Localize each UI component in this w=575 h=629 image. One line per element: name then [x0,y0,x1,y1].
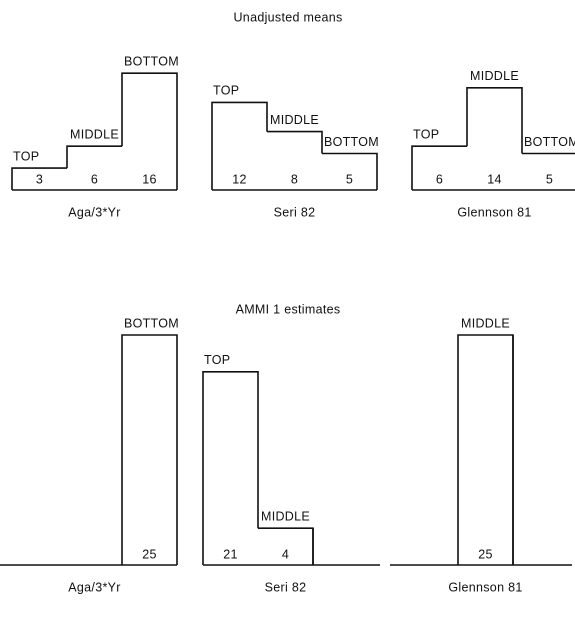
bar [466,87,523,154]
bar [121,334,178,565]
bar-value-label: 12 [232,172,247,186]
group-label: Glennson 81 [448,580,522,594]
bar-category-label: BOTTOM [124,316,179,330]
bar [522,152,575,155]
group-label: Aga/3*Yr [68,205,120,219]
bar-value-label: 16 [142,172,157,186]
bar-category-label: TOP [204,353,230,367]
bar [411,145,467,190]
bar-category-label: MIDDLE [70,127,119,141]
group-label: Seri 82 [274,205,316,219]
bar-value-label: 3 [36,172,43,186]
bar-value-label: 14 [487,172,502,186]
bar [202,371,259,565]
bar-category-label: TOP [213,84,239,98]
bar-category-label: TOP [13,149,39,163]
bar-category-label: BOTTOM [124,54,179,68]
bar-value-label: 6 [436,172,443,186]
bar-value-label: 25 [142,547,157,561]
bar [11,167,67,190]
group-label: Seri 82 [265,580,307,594]
group-label: Aga/3*Yr [68,580,120,594]
bar-category-label: TOP [413,127,439,141]
bar [457,334,514,565]
bar-category-label: BOTTOM [324,135,379,149]
bar [121,72,178,190]
bar-category-label: MIDDLE [461,316,510,330]
panel-title: AMMI 1 estimates [236,302,341,316]
bar [267,130,323,154]
bar-category-label: MIDDLE [470,69,519,83]
bar-value-label: 5 [346,172,353,186]
group-label: Glennson 81 [457,205,531,219]
bar [211,101,268,190]
bar-value-label: 5 [546,172,553,186]
bar-value-label: 6 [91,172,98,186]
panel-title: Unadjusted means [233,10,342,24]
bar-category-label: BOTTOM [524,135,575,149]
bar [66,145,122,169]
bar-value-label: 21 [223,547,238,561]
bar-value-label: 4 [282,547,289,561]
bar-value-label: 25 [478,547,493,561]
bar-category-label: MIDDLE [261,509,310,523]
bar-category-label: MIDDLE [270,113,319,127]
bar [322,152,378,190]
bar-value-label: 8 [291,172,298,186]
